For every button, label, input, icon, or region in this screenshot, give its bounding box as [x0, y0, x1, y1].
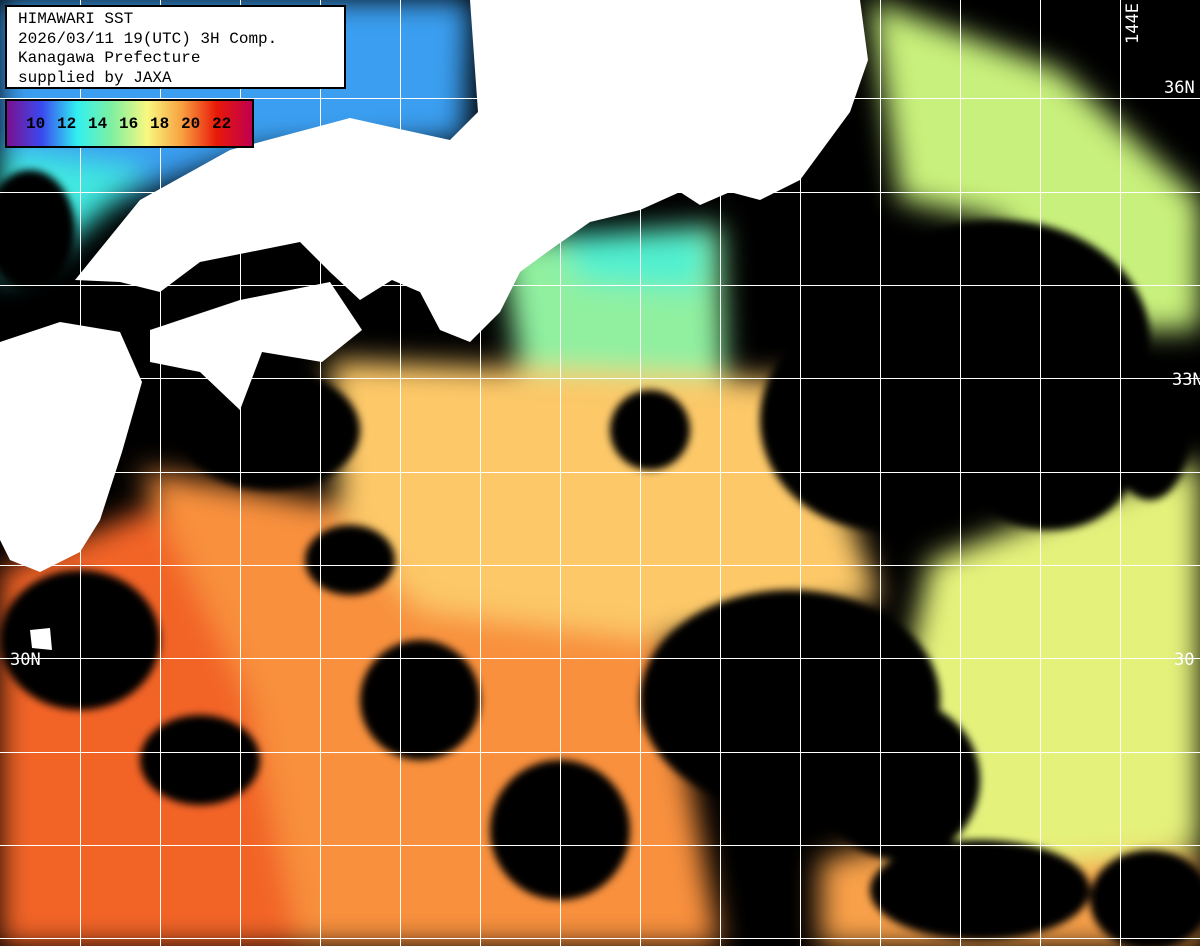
colorbar-label-10: 10	[26, 114, 46, 133]
land-kyushu	[0, 322, 142, 572]
sst-yellow-center	[330, 360, 880, 640]
label-lat-33-left: 33	[10, 370, 31, 390]
title-datetime: 2026/03/11 19(UTC) 3H Comp.	[18, 29, 278, 48]
colorbar-label-22: 22	[212, 114, 232, 133]
colorbar-label-12: 12	[57, 114, 77, 133]
label-lat-30n-left: 30N	[10, 650, 41, 670]
land	[0, 0, 868, 650]
label-lat-33n-right: 33N	[1172, 370, 1200, 390]
colorbar-label-14: 14	[88, 114, 108, 133]
label-lon-144e: 144E	[1123, 3, 1143, 44]
colorbar-label-18: 18	[150, 114, 170, 133]
title-source: supplied by JAXA	[18, 68, 172, 87]
label-lat-30-right: 30	[1174, 650, 1195, 670]
temperature-colorbar: 10 12 14 16 18 20 22	[5, 99, 254, 148]
land-shikoku	[150, 282, 362, 410]
colorbar-label-20: 20	[181, 114, 201, 133]
label-lat-36n: 36N	[1164, 78, 1195, 98]
label-lon-136e: 136E	[482, 1, 502, 42]
sst-cyan-bay	[560, 230, 710, 290]
land-honshu	[75, 0, 868, 342]
sst-green-northeast	[870, 0, 1200, 330]
land-island	[30, 628, 52, 650]
title-provider: Kanagawa Prefecture	[18, 49, 201, 67]
title-product: HIMAWARI SST	[18, 10, 134, 28]
colorbar-label-16: 16	[119, 114, 139, 133]
title-box: HIMAWARI SST 2026/03/11 19(UTC) 3H Comp.…	[5, 5, 346, 89]
